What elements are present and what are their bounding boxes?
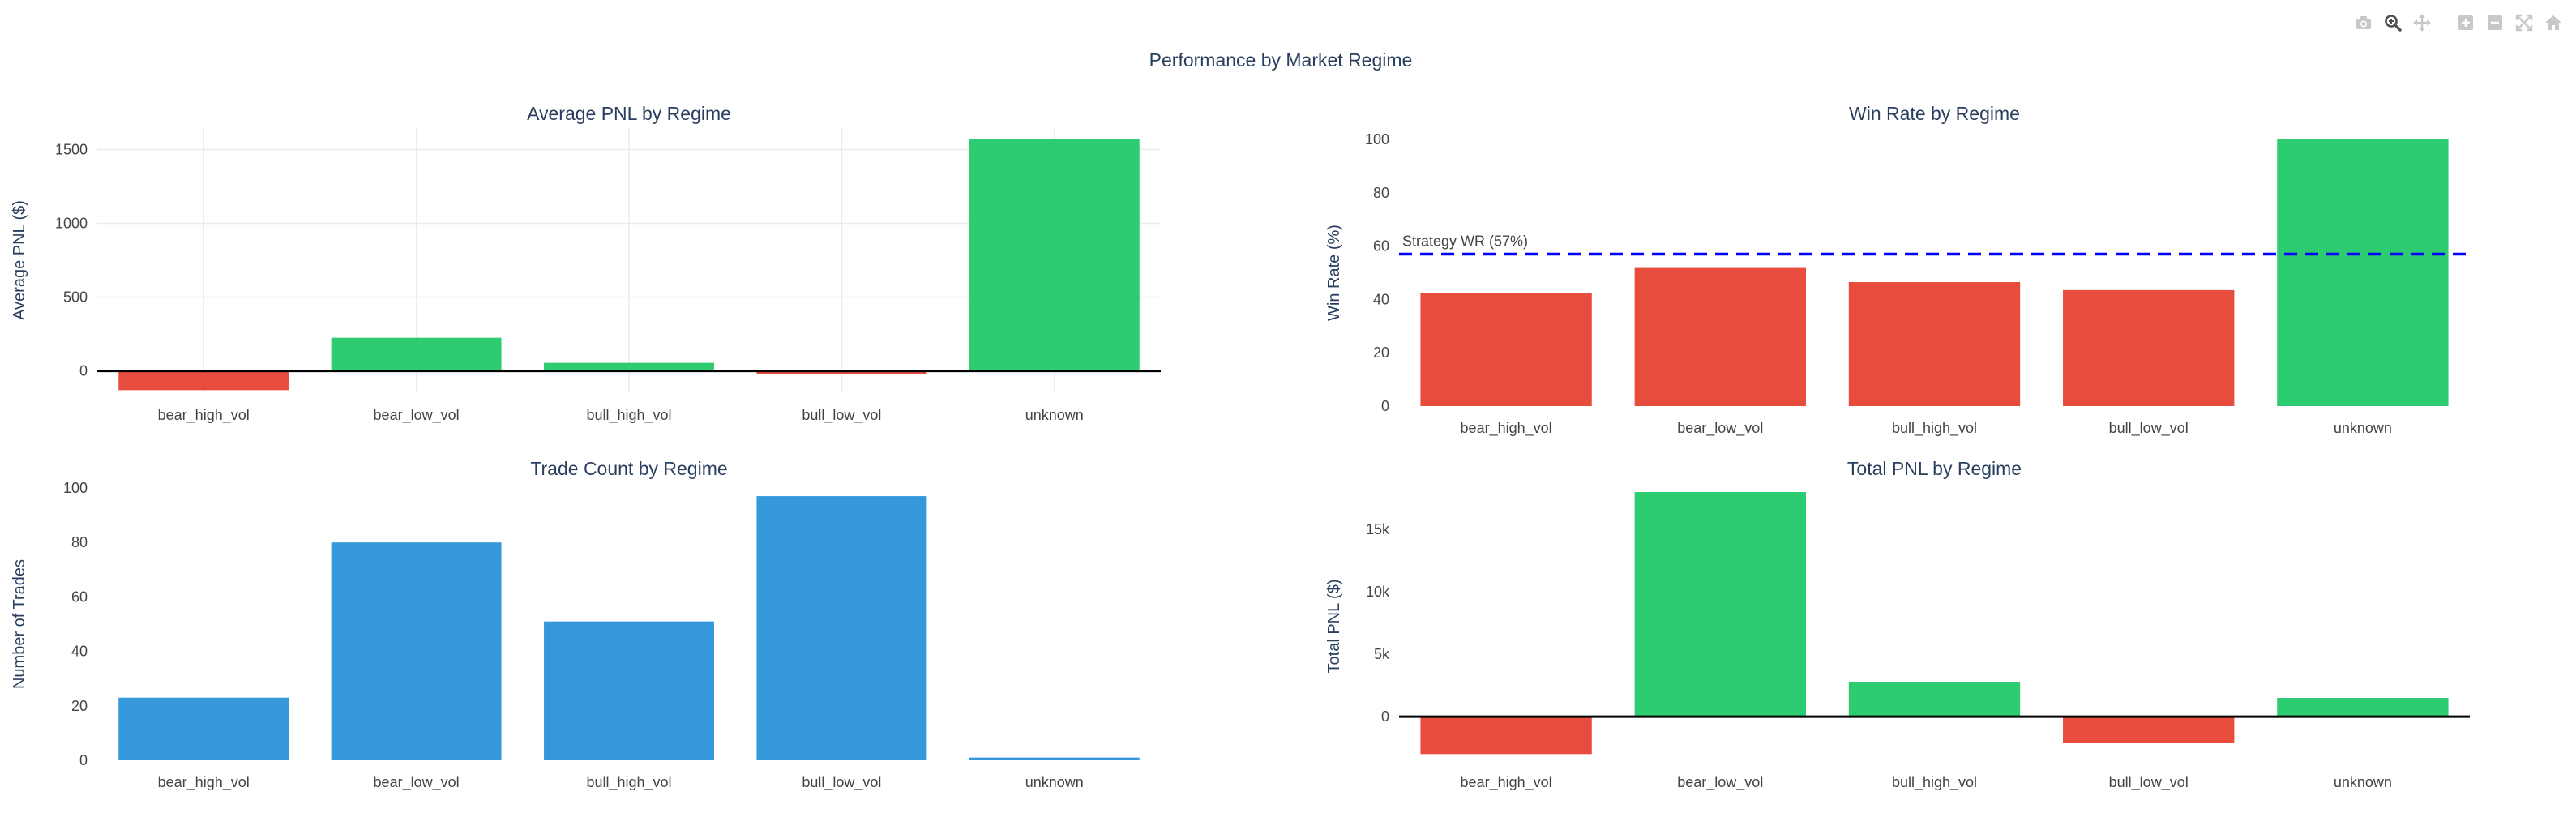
y-tick-label: 500 [63,289,88,306]
x-tick-label: bear_low_vol [1677,774,1763,791]
figure-title: Performance by Market Regime [1149,49,1413,71]
zoom-icon[interactable] [2381,11,2404,34]
y-tick-label: 15k [1366,521,1390,537]
x-tick-label: bull_high_vol [586,774,671,791]
reset-axes-icon[interactable] [2542,11,2565,34]
x-tick-label: unknown [1025,774,1084,790]
x-tick-label: unknown [2334,774,2392,790]
bar-bear_low_vol[interactable] [1634,267,1806,406]
x-tick-label: bull_high_vol [1892,420,1977,437]
zoom-out-icon[interactable] [2484,11,2506,34]
bar-bull_low_vol[interactable] [756,370,927,374]
y-axis-title: Number of Trades [11,559,28,689]
y-tick-label: 1000 [55,215,88,231]
x-tick-label: bull_low_vol [2109,420,2189,437]
subplot-4: Total PNL by Regime 0 5k 10k 15k bear_high_vo… [1325,458,2470,791]
bar-bull_high_vol[interactable] [544,621,714,760]
subplot-title: Total PNL by Regime [1847,458,2022,479]
y-tick-label: 80 [71,534,88,550]
x-tick-label: bear_low_vol [374,774,460,791]
x-tick-label: bear_high_vol [158,407,250,424]
y-axis-title: Win Rate (%) [1325,225,1343,321]
y-tick-label: 0 [79,752,88,768]
x-tick-label: bull_high_vol [586,407,671,424]
bar-bear_high_vol[interactable] [118,697,289,760]
x-tick-label: unknown [1025,407,1084,423]
x-tick-label: bear_high_vol [1461,774,1552,791]
y-axis-title: Total PNL ($) [1325,580,1343,674]
bar-bull_low_vol[interactable] [2063,289,2235,406]
bar-unknown[interactable] [969,757,1140,760]
subplot-title: Trade Count by Regime [530,458,727,479]
subplot-title: Win Rate by Regime [1849,103,2020,124]
y-tick-label: 0 [1381,708,1389,725]
y-tick-label: 100 [1365,131,1389,148]
x-tick-label: bear_high_vol [158,774,250,791]
x-tick-label: bull_high_vol [1892,774,1977,791]
autoscale-icon[interactable] [2513,11,2535,34]
bar-unknown[interactable] [969,139,1140,371]
y-tick-label: 40 [1373,291,1389,307]
bar-bull_low_vol[interactable] [2063,717,2235,743]
y-axis-title: Average PNL ($) [11,200,28,320]
modebar [2352,11,2565,34]
x-tick-label: bear_high_vol [1461,420,1552,437]
y-tick-label: 0 [1381,398,1389,414]
pan-icon[interactable] [2411,11,2433,34]
y-tick-label: 80 [1373,185,1389,201]
bar-unknown[interactable] [2277,139,2449,406]
bar-bear_high_vol[interactable] [118,370,289,391]
bar-bull_high_vol[interactable] [1848,282,2021,406]
y-tick-label: 60 [1373,238,1389,255]
x-tick-label: unknown [2334,420,2392,436]
subplot-3: Trade Count by Regime 0 20 40 60 80 100 bear_hi… [11,458,1140,791]
x-tick-label: bull_low_vol [802,774,881,791]
y-tick-label: 40 [71,644,88,660]
bar-unknown[interactable] [2277,698,2449,717]
bar-bear_low_vol[interactable] [331,337,502,371]
x-tick-label: bull_low_vol [2109,774,2189,791]
bar-bull_low_vol[interactable] [756,496,927,760]
y-tick-label: 1500 [55,141,88,157]
x-tick-label: bull_low_vol [802,407,881,424]
bar-bear_high_vol[interactable] [1420,717,1592,755]
subplot-title: Average PNL by Regime [527,103,731,124]
zoom-in-icon[interactable] [2454,11,2477,34]
y-tick-label: 20 [1373,345,1389,361]
y-tick-label: 5k [1374,646,1390,662]
x-tick-label: bear_low_vol [1677,420,1763,437]
subplot-1: Average PNL by Regime 0 500 1000 1500 bear_hi… [11,103,1161,424]
strategy-wr-label: Strategy WR (57%) [1402,233,1528,249]
x-tick-label: bear_low_vol [374,407,460,424]
bar-bull_high_vol[interactable] [544,362,714,371]
y-tick-label: 100 [63,480,88,496]
bar-bear_high_vol[interactable] [1420,293,1592,406]
camera-icon[interactable] [2352,11,2375,34]
y-tick-label: 10k [1366,584,1390,600]
bar-bear_low_vol[interactable] [1634,492,1806,717]
y-tick-label: 0 [79,363,88,379]
bar-bull_high_vol[interactable] [1848,682,2021,717]
bar-bear_low_vol[interactable] [331,542,502,760]
y-tick-label: 60 [71,588,88,605]
subplot-2: Win Rate by Regime Strategy WR (57%) 0 20 40… [1325,103,2470,437]
y-tick-label: 20 [71,698,88,714]
